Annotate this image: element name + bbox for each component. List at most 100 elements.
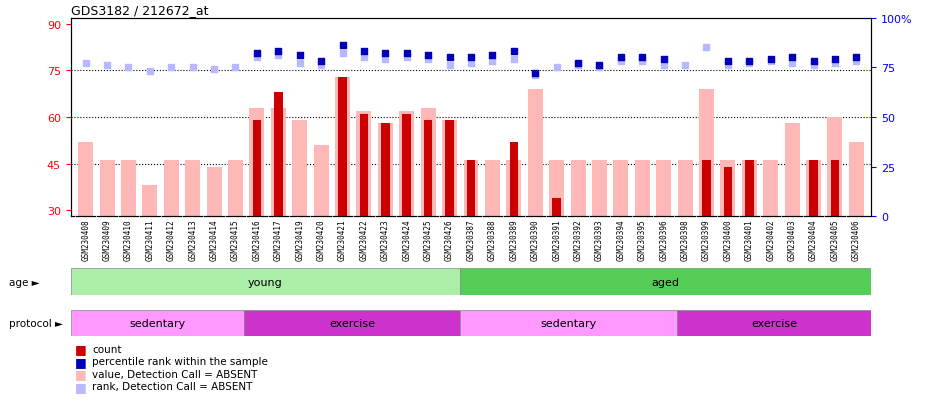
Bar [121, 161, 136, 217]
Point [528, 71, 543, 77]
Bar [461, 310, 676, 337]
Point [721, 59, 736, 66]
Text: GSM230421: GSM230421 [338, 219, 347, 260]
Bar [314, 146, 329, 217]
Text: GSM230403: GSM230403 [788, 219, 797, 260]
Bar [270, 109, 285, 217]
Text: young: young [248, 277, 283, 287]
Text: exercise: exercise [329, 318, 375, 328]
Point [164, 65, 179, 71]
Text: GSM230402: GSM230402 [766, 219, 775, 260]
Text: GSM230408: GSM230408 [81, 219, 90, 260]
Bar [421, 109, 435, 217]
Point [421, 57, 436, 64]
Bar [100, 161, 115, 217]
Bar [274, 93, 283, 217]
Point [270, 53, 285, 59]
Point [528, 73, 543, 79]
Bar [402, 114, 411, 217]
Bar [335, 78, 350, 217]
Point [463, 61, 479, 67]
Point [549, 65, 564, 71]
Point [485, 59, 500, 66]
Point [314, 63, 329, 69]
Text: GSM230395: GSM230395 [638, 219, 647, 260]
Bar [250, 109, 265, 217]
Point [763, 57, 778, 64]
Text: GSM230410: GSM230410 [124, 219, 133, 260]
Text: GSM230387: GSM230387 [466, 219, 476, 260]
Text: GSM230417: GSM230417 [274, 219, 283, 260]
Point [506, 49, 521, 56]
Point [635, 59, 650, 66]
Point [592, 65, 607, 71]
Point [399, 55, 414, 62]
Point [463, 55, 479, 62]
Bar [613, 161, 628, 217]
Point [677, 63, 692, 69]
Point [335, 43, 350, 50]
Text: GSM230423: GSM230423 [381, 219, 390, 260]
Point [741, 59, 756, 66]
Text: GSM230393: GSM230393 [595, 219, 604, 260]
Text: GSM230420: GSM230420 [317, 219, 326, 260]
Text: ■: ■ [75, 367, 87, 380]
Point [250, 55, 265, 62]
Text: age ►: age ► [9, 277, 41, 287]
Text: GSM230409: GSM230409 [103, 219, 111, 260]
Bar [463, 161, 479, 217]
Text: GSM230422: GSM230422 [360, 219, 368, 260]
Text: ■: ■ [75, 342, 87, 356]
Text: GSM230405: GSM230405 [831, 219, 839, 260]
Bar [723, 167, 732, 217]
Text: exercise: exercise [751, 318, 797, 328]
Bar [466, 161, 476, 217]
Text: GSM230389: GSM230389 [510, 219, 518, 260]
Point [571, 61, 586, 67]
Point [100, 63, 115, 69]
Bar [442, 121, 457, 217]
Text: GSM230413: GSM230413 [188, 219, 197, 260]
Text: GSM230394: GSM230394 [616, 219, 625, 260]
Bar [552, 198, 560, 217]
Point [228, 65, 243, 71]
Point [270, 49, 285, 56]
Bar [510, 142, 518, 217]
Text: GSM230401: GSM230401 [745, 219, 754, 260]
Point [399, 51, 414, 57]
Bar [228, 161, 243, 217]
Bar [78, 142, 93, 217]
Text: GSM230414: GSM230414 [209, 219, 219, 260]
Point [378, 51, 393, 57]
Text: GSM230419: GSM230419 [295, 219, 304, 260]
Bar [485, 161, 500, 217]
Text: GSM230388: GSM230388 [488, 219, 497, 260]
Text: percentile rank within the sample: percentile rank within the sample [92, 356, 268, 366]
Bar [356, 112, 371, 217]
Text: rank, Detection Call = ABSENT: rank, Detection Call = ABSENT [92, 381, 252, 391]
Text: GSM230404: GSM230404 [809, 219, 818, 260]
Bar [378, 124, 393, 217]
Text: GSM230425: GSM230425 [424, 219, 432, 260]
Bar [592, 161, 607, 217]
Bar [657, 161, 671, 217]
Text: GSM230426: GSM230426 [445, 219, 454, 260]
Text: GSM230399: GSM230399 [702, 219, 711, 260]
Point [657, 57, 672, 64]
Bar [676, 310, 871, 337]
Point [613, 55, 628, 62]
Text: GSM230416: GSM230416 [252, 219, 262, 260]
Point [442, 55, 457, 62]
Bar [142, 186, 157, 217]
Text: ■: ■ [75, 380, 87, 393]
Point [571, 63, 586, 69]
Bar [827, 118, 842, 217]
Bar [244, 310, 461, 337]
Bar [831, 161, 839, 217]
Text: sedentary: sedentary [129, 318, 186, 328]
Text: GSM230424: GSM230424 [402, 219, 412, 260]
Point [356, 49, 371, 56]
Point [785, 61, 800, 67]
Bar [71, 310, 244, 337]
Point [721, 63, 736, 69]
